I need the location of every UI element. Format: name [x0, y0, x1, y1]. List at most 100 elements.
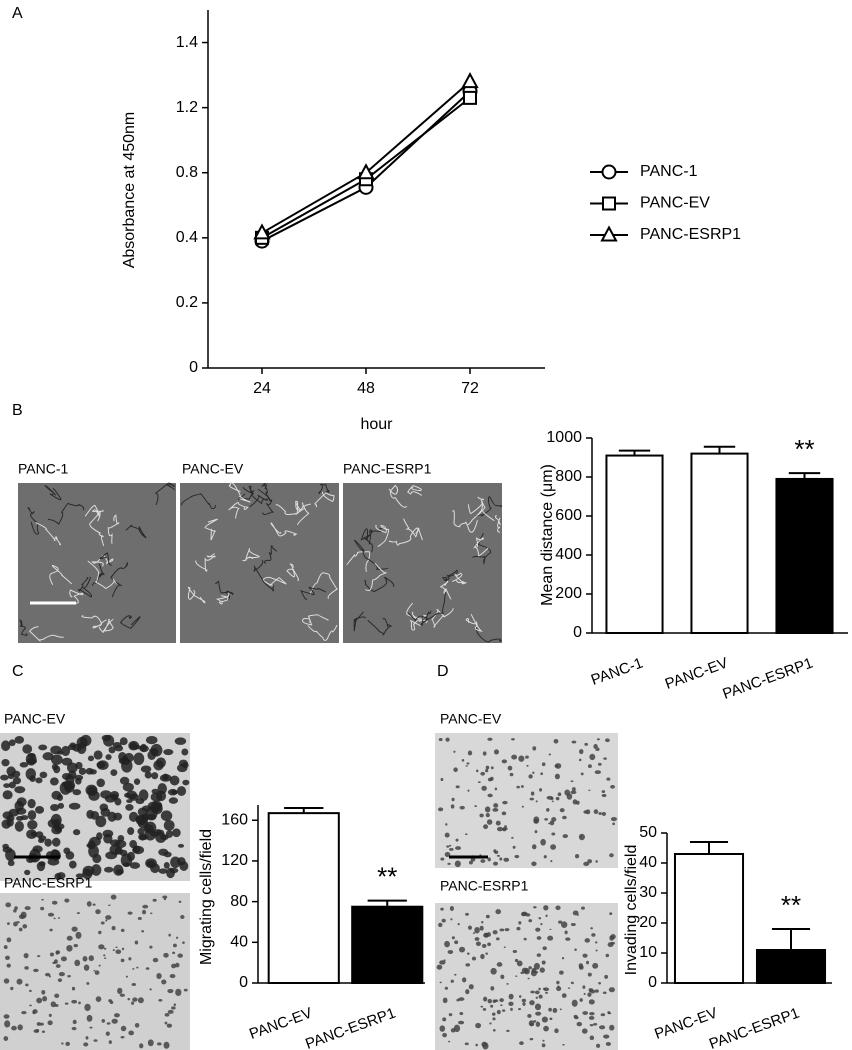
cell [480, 859, 486, 863]
cell [446, 845, 450, 848]
cell [475, 1043, 478, 1047]
cell [492, 808, 499, 812]
cell [33, 968, 39, 973]
cell [605, 1041, 611, 1046]
cell [163, 861, 170, 869]
cell [164, 1012, 170, 1017]
cell [167, 1009, 174, 1014]
cell [540, 922, 543, 926]
cell [106, 1022, 111, 1025]
cell [512, 845, 516, 849]
cell [580, 772, 584, 776]
cell [570, 790, 577, 795]
cell [475, 1022, 482, 1029]
cell [71, 986, 76, 991]
cell [572, 787, 576, 792]
cell [177, 953, 183, 958]
cell [119, 993, 125, 997]
cell-trail [91, 563, 105, 586]
image-label: PANC-EV [440, 711, 502, 727]
cell [92, 853, 102, 864]
cell [98, 964, 101, 967]
cell [49, 777, 59, 786]
cell [114, 1013, 120, 1018]
cell [115, 869, 124, 875]
cell [101, 734, 111, 742]
cell-trail [420, 592, 447, 626]
cell [521, 998, 527, 1003]
cell [61, 745, 71, 757]
cell [601, 793, 607, 798]
cell [533, 962, 540, 970]
cell [159, 774, 172, 782]
cell [58, 971, 65, 977]
cell [134, 1022, 140, 1028]
cell [449, 847, 454, 851]
cell [479, 925, 484, 931]
cell [504, 825, 507, 828]
cell [93, 750, 103, 760]
cell [3, 945, 8, 950]
cell [29, 775, 36, 782]
cell [516, 960, 523, 967]
cell [38, 744, 48, 751]
cell [95, 815, 107, 828]
cell [503, 946, 506, 948]
cell-trail [353, 611, 367, 632]
cell [588, 789, 591, 792]
cell [584, 742, 588, 746]
cell-trail [346, 551, 371, 572]
significance: ** [377, 861, 397, 891]
cell [492, 930, 498, 935]
cell [560, 921, 568, 928]
cell [447, 862, 451, 865]
cell [127, 997, 131, 1001]
cell [521, 805, 524, 808]
cell [582, 1011, 589, 1015]
cell [125, 804, 134, 811]
cell-trail [452, 510, 478, 533]
cell [82, 868, 93, 880]
cell [176, 763, 188, 773]
cell [61, 757, 73, 766]
cell [453, 973, 457, 976]
cell [88, 955, 94, 962]
cell [595, 941, 598, 944]
cell [493, 861, 499, 866]
cell [4, 1020, 11, 1028]
cell [174, 962, 180, 968]
cell [477, 781, 481, 783]
cell [599, 1025, 606, 1030]
cell [95, 909, 101, 915]
cell [181, 748, 189, 756]
cell [449, 906, 454, 911]
cell [122, 782, 134, 792]
cell [439, 1025, 446, 1032]
cell [521, 911, 527, 917]
cell [457, 1020, 465, 1025]
cell [496, 854, 500, 857]
cell [182, 779, 190, 786]
cell-trail [84, 504, 104, 518]
cell [83, 964, 90, 971]
cell [589, 753, 596, 761]
cell [100, 807, 111, 817]
cell [41, 1030, 46, 1033]
cell [582, 953, 588, 958]
cell-trail [472, 533, 492, 566]
image-label: PANC-ESRP1 [440, 878, 529, 894]
cell [24, 906, 31, 911]
cell-trail [195, 553, 216, 572]
cell [14, 736, 25, 744]
cell [171, 790, 178, 795]
cell [533, 906, 537, 909]
cell [87, 786, 98, 796]
cell [67, 975, 71, 978]
cell [132, 845, 145, 855]
cell [182, 941, 185, 945]
cell-trail [472, 537, 489, 557]
cell [170, 856, 181, 869]
cell [529, 1000, 535, 1006]
cell-trail [302, 614, 329, 626]
cell [534, 830, 538, 834]
